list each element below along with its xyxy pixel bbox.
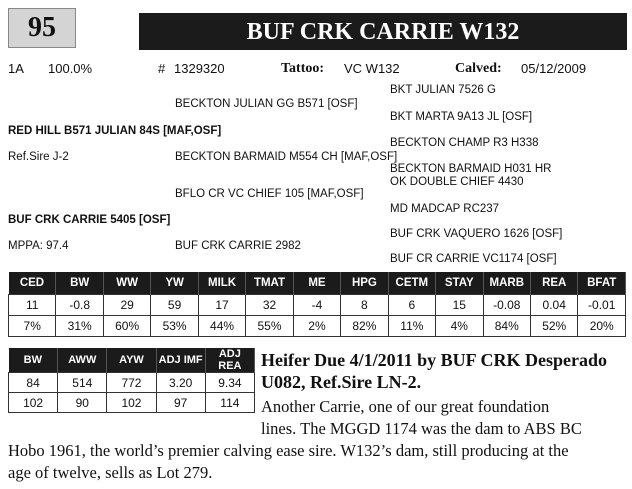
pedigree-dam-dam: BUF CRK CARRIE 2982: [175, 240, 301, 252]
epd-header-me: ME: [293, 272, 342, 295]
epd-value: 11: [7, 294, 57, 316]
actuals-ratio: 102: [106, 392, 157, 413]
pedigree-sd-dam: BECKTON BARMAID H031 HR: [390, 163, 552, 175]
epd-value: -4: [292, 294, 342, 316]
epd-value: 59: [150, 294, 199, 316]
epd-header-cetm: CETM: [388, 272, 437, 295]
lot-number: 95: [8, 8, 76, 48]
pedigree-ds-sire: OK DOUBLE CHIEF 4430: [390, 176, 524, 188]
epd-header-row: CED BW WW YW MILK TMAT ME HPG CETM STAY …: [8, 272, 626, 295]
pedigree-dd-sire: BUF CRK VAQUERO 1626 [OSF]: [390, 228, 563, 240]
tattoo-label: Tattoo:: [281, 61, 325, 76]
epd-value: 17: [197, 294, 247, 316]
epd-value: -0.8: [55, 294, 104, 316]
calved-value: 05/12/2009: [521, 61, 587, 76]
epd-percentile-row: 7% 31% 60% 53% 44% 55% 2% 82% 11% 4% 84%…: [7, 315, 626, 337]
epd-header-stay: STAY: [435, 272, 484, 295]
epd-header-tmat: TMAT: [245, 272, 294, 295]
actuals-value: 3.20: [155, 372, 206, 393]
actuals-ratio: 102: [7, 392, 59, 413]
epd-percentile: 55%: [245, 315, 294, 337]
epd-value: 8: [340, 294, 389, 316]
description-line-1: Another Carrie, one of our great foundat…: [261, 397, 550, 416]
epd-percentile: 11%: [387, 315, 437, 337]
reg-symbol: #: [158, 61, 166, 76]
actuals-ratio: 114: [204, 392, 256, 413]
epd-header-bw: BW: [55, 272, 104, 295]
epd-header-bfat: BFAT: [577, 272, 626, 295]
description-line-3: Hobo 1961, the world’s premier calving e…: [8, 441, 569, 460]
epd-value: -0.01: [577, 294, 626, 316]
epd-percentile: 4%: [435, 315, 484, 337]
actuals-ratio-row: 102 90 102 97 114: [7, 392, 256, 413]
calved-label: Calved:: [455, 61, 502, 76]
epd-percentile: 60%: [102, 315, 152, 337]
epd-percentile: 7%: [7, 315, 57, 337]
epd-percentile: 2%: [292, 315, 342, 337]
actuals-header-aww: AWW: [57, 348, 108, 373]
actuals-ratio: 90: [57, 392, 108, 413]
epd-header-ww: WW: [103, 272, 152, 295]
epd-header-ced: CED: [8, 272, 57, 295]
epd-percentile: 20%: [577, 315, 626, 337]
reg-number: 1329320: [174, 61, 225, 76]
pedigree-dam-note: MPPA: 97.4: [8, 240, 69, 252]
pedigree-sd-sire: BECKTON CHAMP R3 H338: [390, 137, 539, 149]
epd-percentile: 82%: [340, 315, 389, 337]
headline-line-1: Heifer Due 4/1/2011 by BUF CRK Desperado: [261, 350, 607, 370]
actuals-header-row: BW AWW AYW ADJ IMF ADJ REA: [8, 348, 256, 373]
epd-percentile: 84%: [482, 315, 531, 337]
epd-header-rea: REA: [530, 272, 579, 295]
actuals-header-adj-rea: ADJ REA: [205, 348, 256, 373]
actuals-value-row: 84 514 772 3.20 9.34: [7, 372, 256, 393]
pedigree-dam: BUF CRK CARRIE 5405 [OSF]: [8, 214, 171, 226]
pedigree-dam-sire: BFLO CR VC CHIEF 105 [MAF,OSF]: [175, 188, 364, 200]
description-line-2: lines. The MGGD 1174 was the dam to ABS …: [261, 419, 582, 438]
epd-table: CED BW WW YW MILK TMAT ME HPG CETM STAY …: [7, 272, 626, 337]
actuals-header-bw: BW: [8, 348, 59, 373]
actuals-header-adj-imf: ADJ IMF: [156, 348, 206, 373]
epd-header-yw: YW: [150, 272, 199, 295]
actuals-value: 84: [7, 372, 59, 393]
actuals-value: 514: [57, 372, 108, 393]
pedigree-ss-sire: BKT JULIAN 7526 G: [390, 84, 496, 96]
epd-header-marb: MARB: [483, 272, 531, 295]
epd-percentile: 52%: [529, 315, 579, 337]
epd-value: 29: [102, 294, 152, 316]
tattoo-value: VC W132: [344, 61, 400, 76]
epd-percentile: 31%: [55, 315, 104, 337]
epd-percentile: 44%: [197, 315, 247, 337]
headline-line-2: U082, Ref.Sire LN-2.: [261, 372, 422, 392]
pedigree-sire-dam: BECKTON BARMAID M554 CH [MAF,OSF]: [175, 151, 398, 163]
epd-value: 6: [387, 294, 437, 316]
actuals-value: 772: [106, 372, 157, 393]
description-line-4: age of twelve, sells as Lot 279.: [8, 463, 213, 482]
epd-value: 15: [435, 294, 484, 316]
animal-name: BUF CRK CARRIE W132: [139, 13, 627, 50]
pedigree-sire-sire: BECKTON JULIAN GG B571 [OSF]: [175, 98, 358, 110]
epd-value: -0.08: [482, 294, 531, 316]
epd-value: 32: [245, 294, 294, 316]
epd-percentile: 53%: [150, 315, 199, 337]
actuals-ratio: 97: [155, 392, 206, 413]
epd-value: 0.04: [529, 294, 579, 316]
grade: 1A: [8, 61, 24, 76]
pedigree-ss-dam: BKT MARTA 9A13 JL [OSF]: [390, 111, 533, 123]
epd-header-hpg: HPG: [340, 272, 389, 295]
pedigree-sire-note: Ref.Sire J-2: [8, 151, 69, 163]
pedigree-sire: RED HILL B571 JULIAN 84S [MAF,OSF]: [8, 125, 222, 137]
epd-value-row: 11 -0.8 29 59 17 32 -4 8 6 15 -0.08 0.04…: [7, 294, 626, 316]
actuals-header-ayw: AYW: [106, 348, 157, 373]
pedigree-dd-dam: BUF CR CARRIE VC1174 [OSF]: [390, 253, 557, 265]
actuals-value: 9.34: [204, 372, 256, 393]
pedigree-ds-dam: MD MADCAP RC237: [390, 203, 500, 215]
actuals-table: BW AWW AYW ADJ IMF ADJ REA 84 514 772 3.…: [7, 348, 256, 413]
description-headline: Heifer Due 4/1/2011 by BUF CRK Desperado…: [261, 349, 621, 393]
percent: 100.0%: [48, 61, 93, 76]
epd-header-milk: MILK: [198, 272, 247, 295]
